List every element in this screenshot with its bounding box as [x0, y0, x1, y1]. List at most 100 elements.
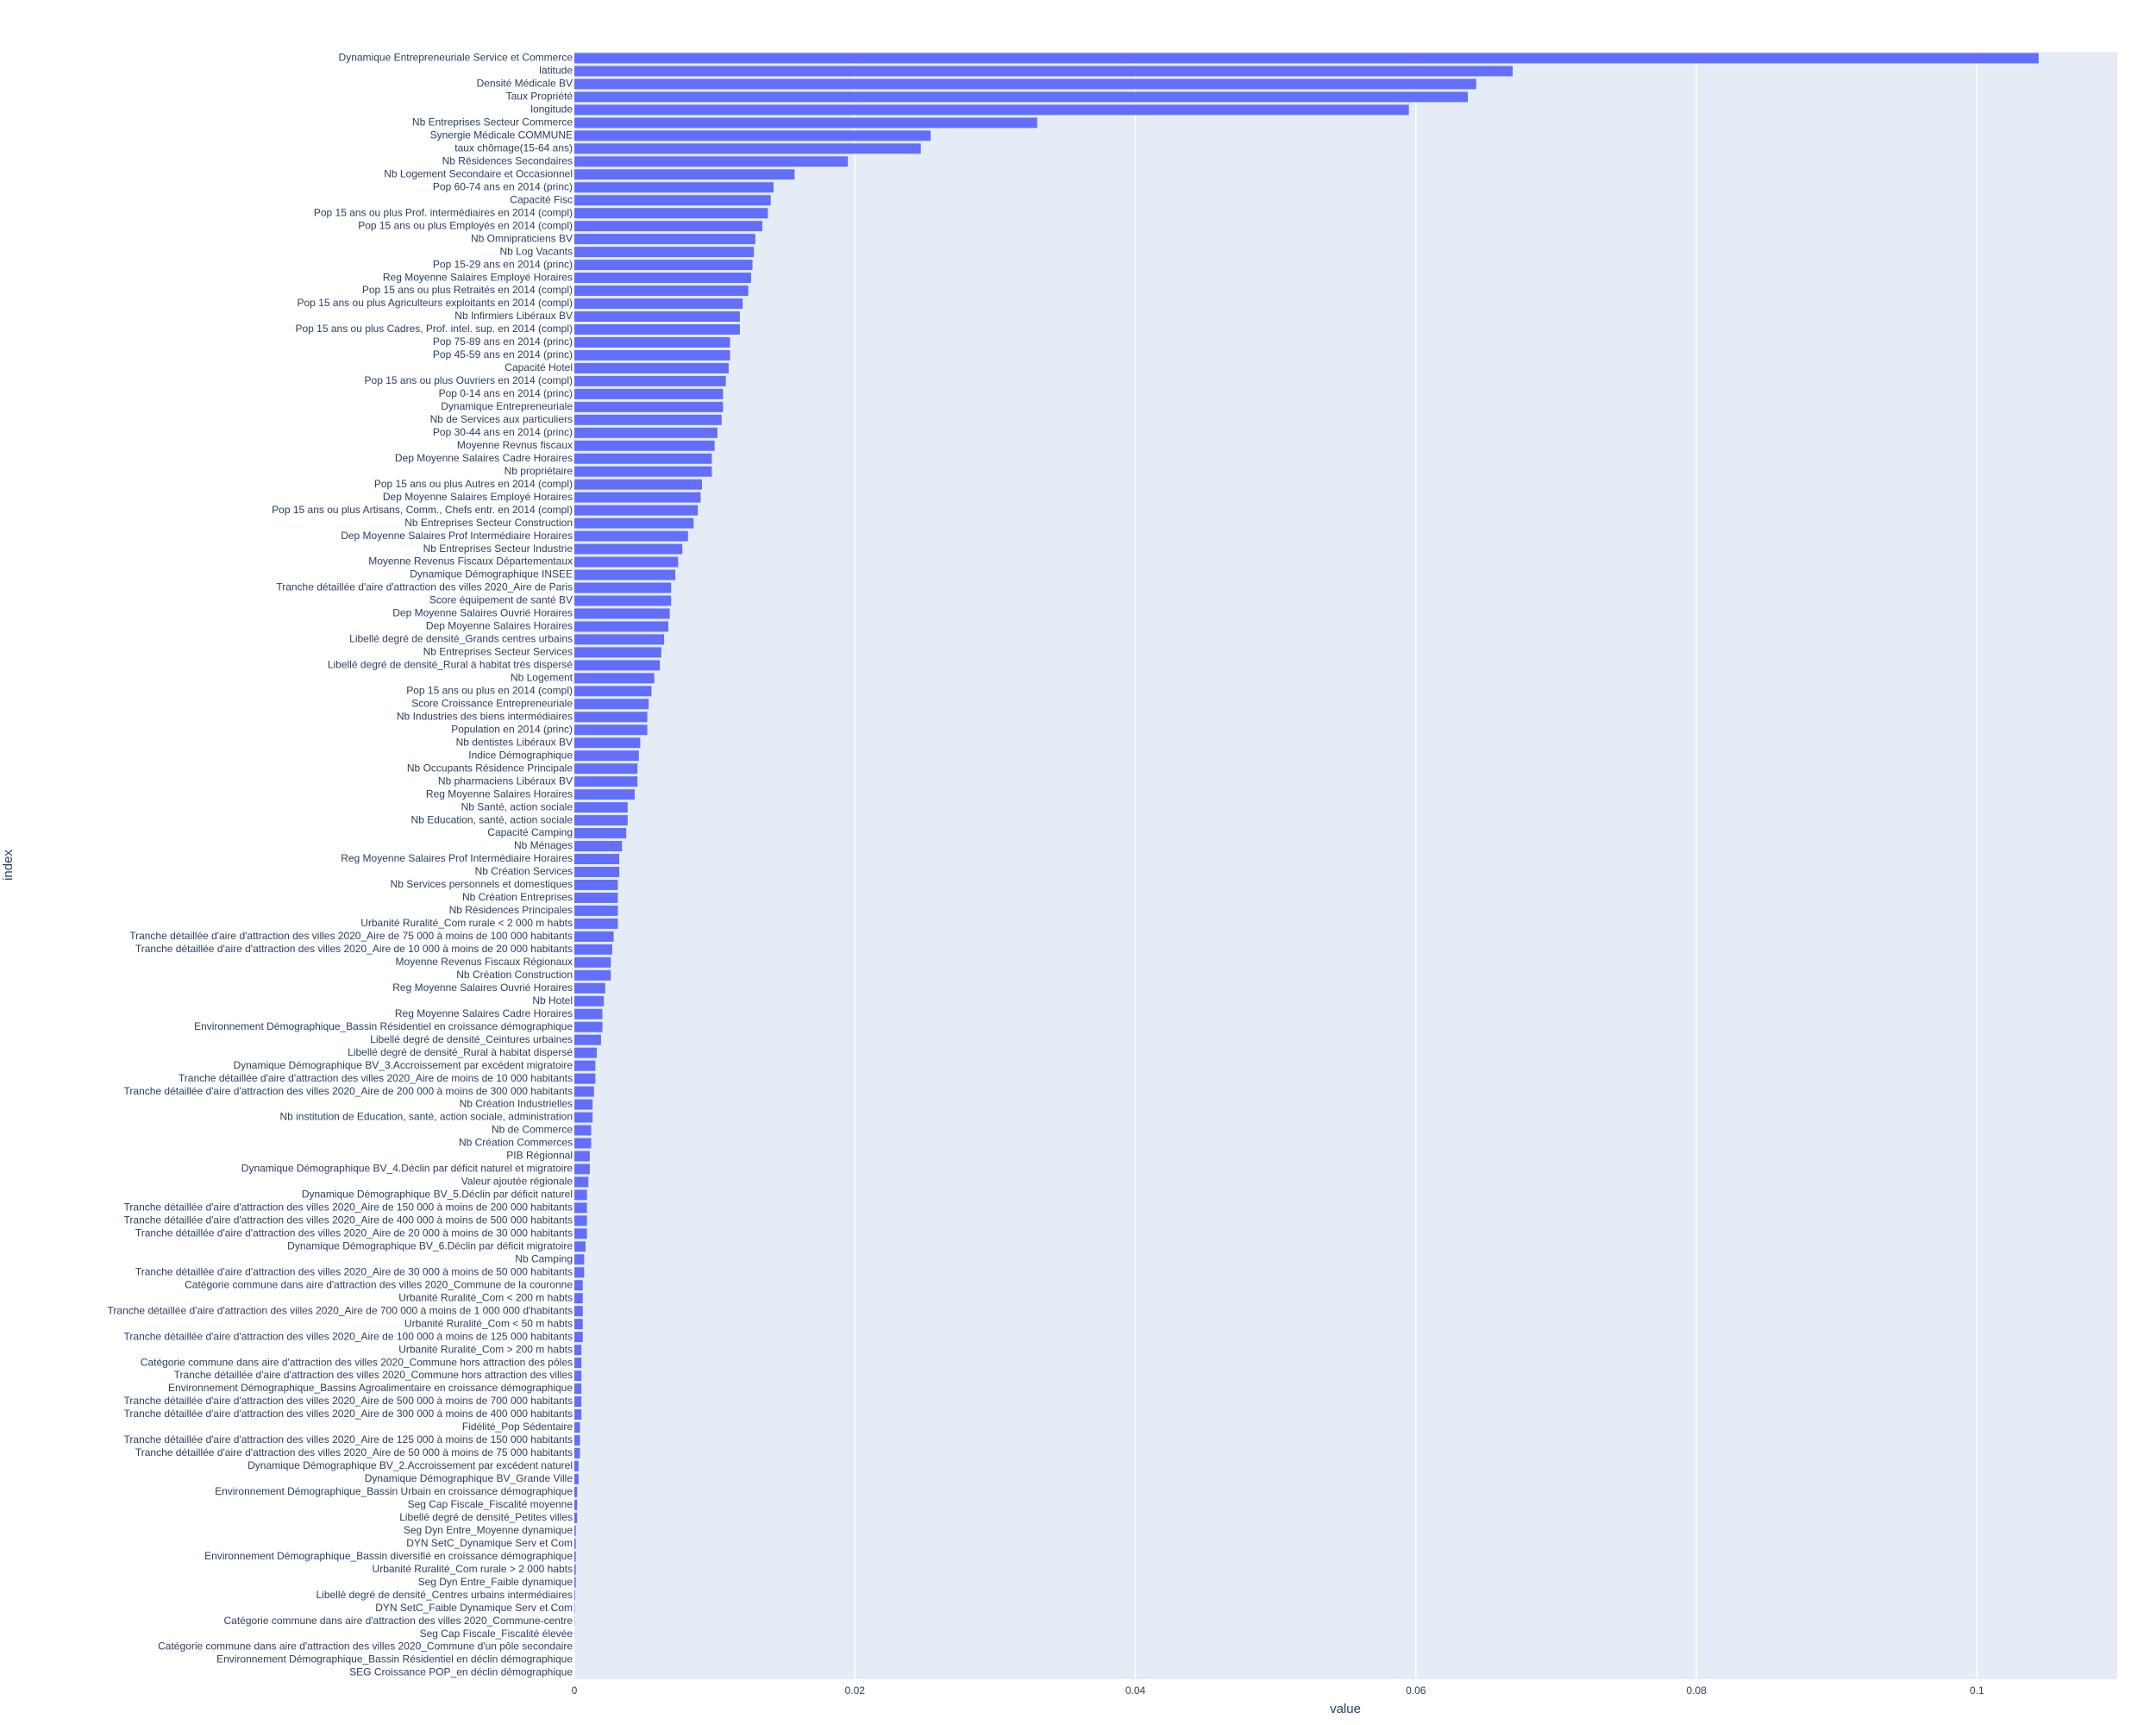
y-tick-label: Dynamique Démographique BV_2.Accroisseme… [248, 1459, 573, 1471]
bar [574, 724, 648, 736]
bar [574, 156, 849, 167]
bar [574, 582, 672, 593]
bar [574, 349, 730, 361]
y-tick-label: Seg Cap Fiscale_Fiscalité élevée [420, 1628, 573, 1640]
bar [574, 982, 605, 994]
bar [574, 957, 611, 968]
y-tick-label: Pop 15 ans ou plus Artisans, Comm., Chef… [272, 504, 573, 516]
bar [574, 53, 2039, 64]
bar [574, 1151, 590, 1162]
bar [574, 130, 931, 141]
y-tick-label: DYN SetC_Faible Dynamique Serv et Com [375, 1602, 573, 1614]
y-tick-label: Tranche détaillée d'aire d'attraction de… [124, 1330, 573, 1342]
bar [574, 273, 751, 284]
bar [574, 466, 712, 477]
bar [574, 1008, 603, 1019]
y-tick-label: Moyenne Revenus Fiscaux Départementaux [368, 555, 573, 568]
y-tick-label: Nb Occupants Résidence Principale [407, 762, 573, 774]
y-tick-label: Pop 15 ans ou plus Ouvriers en 2014 (com… [365, 374, 573, 386]
bar [574, 763, 638, 775]
y-tick-label: Moyenne Revnus fiscaux [457, 439, 573, 451]
bar [574, 969, 611, 981]
y-tick-label: Nb Création Industrielles [460, 1098, 573, 1110]
y-tick-label: latitude [539, 65, 573, 77]
y-tick-label: Nb Ménages [514, 839, 573, 851]
bar [574, 1538, 576, 1549]
bar [574, 1551, 576, 1562]
bar [574, 221, 762, 232]
y-tick-label: Dynamique Entrepreneuriale [441, 400, 573, 412]
bar [574, 1447, 580, 1458]
bar [574, 1202, 587, 1214]
bar [574, 634, 665, 645]
bar [574, 854, 620, 865]
bar [574, 1176, 589, 1188]
y-tick-label: Dynamique Démographique BV_4.Déclin par … [241, 1163, 573, 1175]
y-tick-label: Nb Création Entreprises [462, 891, 573, 903]
y-tick-label: Tranche détaillée d'aire d'attraction de… [135, 1226, 573, 1239]
bar [574, 91, 1468, 103]
y-tick-label: Nb Entreprises Secteur Construction [404, 517, 573, 529]
y-tick-label: Pop 60-74 ans en 2014 (princ) [433, 180, 573, 192]
y-tick-label: Dep Moyenne Salaires Prof Intermédiaire … [341, 530, 573, 542]
bar [574, 1112, 593, 1123]
x-tick-label: 0.02 [845, 1684, 866, 1697]
bar [574, 479, 702, 490]
labels: 0 0.02 0.04 0.06 0.08 0.1 Dynamique Entreprene… [108, 52, 1984, 1697]
bar [574, 776, 638, 787]
y-tick-label: Catégorie commune dans aire d'attraction… [185, 1278, 573, 1290]
bar [574, 621, 668, 632]
y-tick-label: Tranche détaillée d'aire d'attraction de… [108, 1304, 573, 1316]
bar [574, 569, 676, 580]
bar [574, 815, 628, 826]
bar [574, 699, 649, 710]
y-tick-label: Nb Logement [511, 672, 573, 684]
y-tick-label: Catégorie commune dans aire d'attraction… [223, 1615, 573, 1627]
y-tick-label: Nb Résidences Secondaires [442, 154, 573, 166]
y-tick-label: Pop 15 ans ou plus Prof. intermédiaires … [314, 206, 573, 218]
y-tick-label: Libellé degré de densité_Ceintures urbai… [370, 1033, 573, 1045]
bar [574, 905, 618, 916]
y-tick-label: Libellé degré de densité_Grands centres … [349, 633, 573, 645]
bar [574, 440, 715, 451]
y-tick-label: PIB Régionnal [506, 1150, 573, 1162]
bar [574, 1577, 576, 1588]
y-tick-label: Fidélité_Pop Sédentaire [462, 1421, 573, 1433]
bar [574, 789, 635, 800]
y-tick-label: Dep Moyenne Salaires Horaires [426, 620, 573, 632]
y-tick-label: Nb Camping [515, 1252, 573, 1264]
y-tick-label: Urbanité Ruralité_Com > 200 m habts [398, 1343, 573, 1355]
y-tick-label: Catégorie commune dans aire d'attraction… [158, 1640, 573, 1653]
y-tick-label: Catégorie commune dans aire d'attraction… [141, 1356, 573, 1368]
y-tick-label: Nb de Commerce [492, 1124, 573, 1136]
bar [574, 647, 661, 658]
bar [574, 1371, 582, 1382]
bar [574, 247, 755, 258]
y-tick-label: Tranche détaillée d'aire d'attraction de… [124, 1408, 573, 1420]
y-tick-label: Pop 30-44 ans en 2014 (princ) [433, 426, 573, 438]
y-tick-label: Tranche détaillée d'aire d'attraction de… [124, 1201, 573, 1214]
y-tick-label: Seg Dyn Entre_Faible dynamique [418, 1576, 573, 1588]
x-tick-label: 0.06 [1406, 1684, 1426, 1697]
y-tick-label: Nb Résidences Principales [449, 904, 573, 916]
y-tick-label: Urbanité Ruralité_Com rurale > 2 000 hab… [373, 1563, 573, 1575]
bar [574, 169, 795, 180]
bar [574, 182, 774, 193]
bar [574, 1525, 576, 1536]
y-tick-label: Synergie Médicale COMMUNE [430, 129, 573, 141]
y-tick-label: Reg Moyenne Salaires Horaires [426, 787, 573, 800]
y-tick-label: Nb Hotel [532, 994, 573, 1007]
bar [574, 518, 694, 529]
y-tick-label: Score équipement de santé BV [429, 594, 573, 606]
y-tick-label: Nb institution de Education, santé, acti… [279, 1111, 573, 1123]
y-tick-label: Population en 2014 (princ) [451, 723, 573, 735]
y-tick-label: Tranche détaillée d'aire d'attraction de… [174, 1369, 573, 1381]
y-tick-label: Valeur ajoutée régionale [461, 1176, 573, 1188]
y-tick-label: Pop 15 ans ou plus Cadres, Prof. intel. … [295, 323, 573, 335]
y-tick-label: Environnement Démographique_Bassin diver… [204, 1550, 573, 1562]
y-tick-label: Pop 75-89 ans en 2014 (princ) [433, 336, 573, 348]
bar [574, 1486, 578, 1497]
y-tick-label: Dep Moyenne Salaires Ouvrié Horaires [392, 607, 573, 619]
bar [574, 802, 628, 813]
x-tick-label: 0.1 [1970, 1684, 1984, 1697]
